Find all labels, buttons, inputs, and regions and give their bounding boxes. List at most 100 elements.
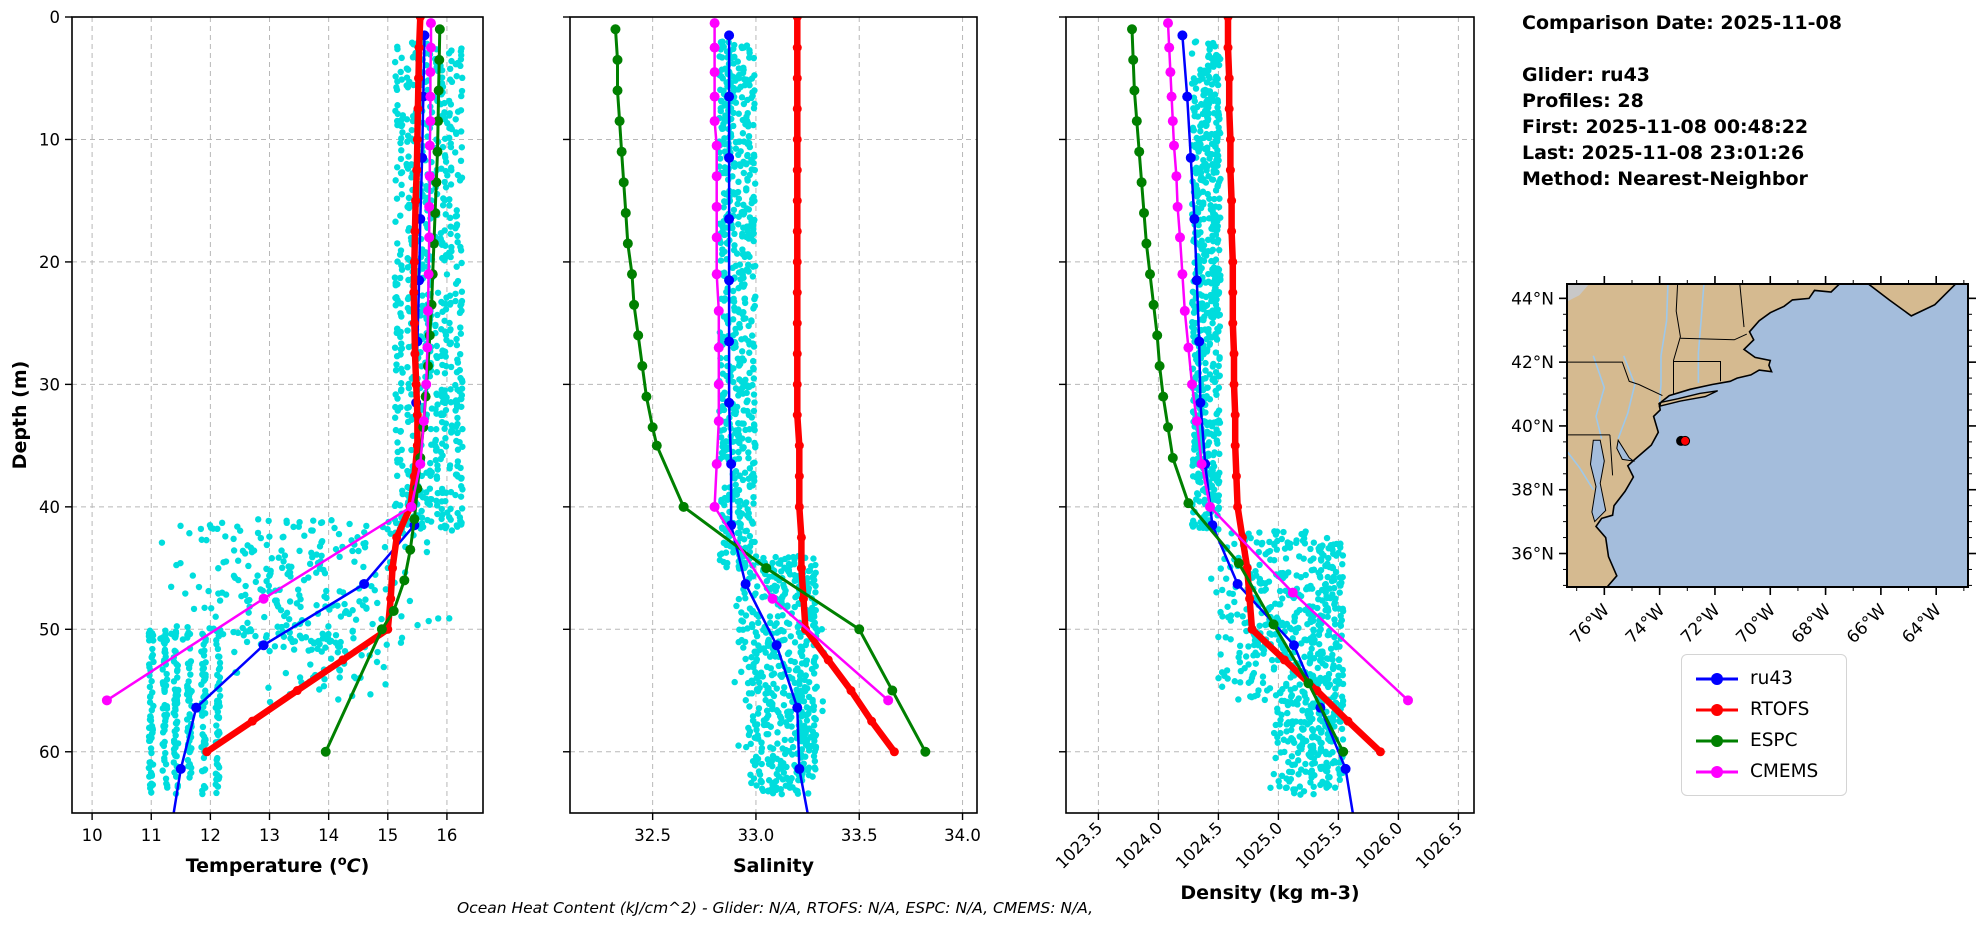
state-border <box>1680 333 1748 341</box>
series-ru43 <box>172 30 430 813</box>
mainland <box>1567 284 1841 587</box>
comparison-info-block: Comparison Date: 2025-11-08 Glider: ru43… <box>1522 10 1972 192</box>
svg-text:30: 30 <box>39 375 60 394</box>
tick-labels: 1023.5 1024.0 1024.5 1025.0 1025.5 1026.0 1026… <box>1052 818 1466 872</box>
plot-frame <box>569 16 978 814</box>
x-axis-title: Salinity <box>733 855 815 877</box>
svg-text:13: 13 <box>259 826 280 845</box>
svg-text:1024.5: 1024.5 <box>1172 818 1226 872</box>
temperature-profile-chart: 10 11 12 13 14 15 16 0 10 20 30 40 50 60 Temperature (… <box>0 0 510 934</box>
series-RTOFS <box>1223 17 1385 757</box>
location-map: 76°W 74°W 72°W 70°W 68°W 66°W 64°W 44°N 42°N 40°N… <box>1500 270 1979 770</box>
delaware-bay <box>1616 438 1636 462</box>
legend-marker-espc <box>1696 734 1738 747</box>
canada-shading <box>1567 284 1590 302</box>
series-ESPC <box>1127 24 1349 757</box>
state-border <box>1673 284 1681 361</box>
map-svg: 76°W 74°W 72°W 70°W 68°W 66°W 64°W 44°N 42°N 40°N… <box>1511 276 1976 648</box>
svg-text:11: 11 <box>141 826 162 845</box>
svg-text:20: 20 <box>39 253 60 272</box>
series-ru43 <box>724 30 809 813</box>
chesapeake-bay <box>1589 439 1607 523</box>
legend-marker-rtofs <box>1696 703 1738 716</box>
river <box>1658 284 1669 403</box>
state-border <box>1739 284 1745 328</box>
last-profile-time-text: Last: 2025-11-08 23:01:26 <box>1522 142 1805 164</box>
x-axis-title: Density (kg m-3) <box>1180 882 1359 904</box>
legend: ru43 RTOFS ESPC CMEMS <box>1681 654 1847 796</box>
legend-marker-cmems <box>1696 765 1738 778</box>
river <box>1592 355 1606 439</box>
method-text: Method: Nearest-Neighbor <box>1522 168 1808 190</box>
svg-text:1025.0: 1025.0 <box>1232 818 1286 872</box>
legend-item-espc: ESPC <box>1694 725 1834 756</box>
state-border <box>1567 361 1663 397</box>
svg-text:64°W: 64°W <box>1898 600 1945 647</box>
x-axis-title: Temperature (oC) <box>186 854 370 878</box>
svg-text:42°N: 42°N <box>1511 353 1554 373</box>
svg-text:72°W: 72°W <box>1677 600 1724 647</box>
salinity-profile-chart: 32.5 33.0 33.5 34.0 Salinity <box>500 0 1010 934</box>
state-border <box>1609 434 1614 476</box>
river <box>1567 450 1594 491</box>
map-frame <box>1566 283 1969 588</box>
legend-item-cmems: CMEMS <box>1694 756 1834 787</box>
glider-raw-scatter <box>715 38 827 798</box>
comparison-date-text: Comparison Date: 2025-11-08 <box>1522 12 1842 34</box>
svg-text:40°N: 40°N <box>1511 417 1554 437</box>
info-spacer <box>1522 36 1972 62</box>
svg-text:32.5: 32.5 <box>634 826 671 845</box>
series-CMEMS <box>1163 18 1413 706</box>
glider-name-text: Glider: ru43 <box>1522 64 1651 86</box>
plot-frame <box>1065 16 1475 814</box>
first-profile-time-text: First: 2025-11-08 00:48:22 <box>1522 116 1809 138</box>
svg-text:10: 10 <box>82 826 103 845</box>
axes <box>65 16 448 820</box>
svg-text:34.0: 34.0 <box>944 826 981 845</box>
nova-scotia <box>1867 284 1957 317</box>
tick-labels: 10 11 12 13 14 15 16 0 10 20 30 40 50 60 <box>39 8 457 845</box>
svg-text:10: 10 <box>39 130 60 149</box>
density_profile-svg: 1023.5 1024.0 1024.5 1025.0 1025.5 1026.0 1026… <box>1052 16 1475 904</box>
legend-label: RTOFS <box>1750 699 1810 720</box>
svg-text:1025.5: 1025.5 <box>1292 818 1346 872</box>
svg-text:33.5: 33.5 <box>841 826 878 845</box>
salinity_profile-svg: 32.5 33.0 33.5 34.0 Salinity <box>563 16 981 877</box>
legend-label: CMEMS <box>1750 761 1819 782</box>
svg-text:44°N: 44°N <box>1511 289 1554 309</box>
long-island <box>1658 390 1718 408</box>
ocean-heat-content-text: Ocean Heat Content (kJ/cm^2) - Glider: N… <box>456 899 1094 917</box>
svg-text:66°W: 66°W <box>1843 600 1890 647</box>
svg-text:76°W: 76°W <box>1567 600 1614 647</box>
legend-marker-ru43 <box>1696 672 1738 685</box>
grid <box>1066 16 1474 813</box>
svg-text:60: 60 <box>39 743 60 762</box>
legend-label: ru43 <box>1750 668 1793 689</box>
svg-text:68°W: 68°W <box>1788 600 1835 647</box>
plot-frame <box>71 16 484 814</box>
river <box>1697 284 1705 383</box>
svg-text:15: 15 <box>377 826 398 845</box>
profiles-count-text: Profiles: 28 <box>1522 90 1644 112</box>
density-profile-chart: 1023.5 1024.0 1024.5 1025.0 1025.5 1026.0 1026… <box>1000 0 1540 934</box>
svg-text:1026.0: 1026.0 <box>1352 818 1406 872</box>
state-border <box>1673 361 1721 382</box>
svg-text:70°W: 70°W <box>1732 600 1779 647</box>
map-ticks <box>1559 276 1976 595</box>
series-RTOFS <box>202 17 425 757</box>
legend-item-ru43: ru43 <box>1694 663 1834 694</box>
glider-position-marker <box>1680 435 1691 446</box>
svg-text:74°W: 74°W <box>1622 600 1669 647</box>
svg-text:50: 50 <box>39 620 60 639</box>
svg-text:0: 0 <box>50 8 61 27</box>
y-axis-title: Depth (m) <box>9 361 31 470</box>
series-CMEMS <box>709 18 894 706</box>
series-CMEMS <box>101 18 436 706</box>
svg-text:38°N: 38°N <box>1511 481 1554 501</box>
svg-text:1024.0: 1024.0 <box>1112 818 1166 872</box>
axes <box>563 16 964 820</box>
river <box>1617 355 1636 439</box>
tick-labels: 32.5 33.0 33.5 34.0 <box>634 826 981 845</box>
svg-text:40: 40 <box>39 498 60 517</box>
svg-text:12: 12 <box>200 826 221 845</box>
